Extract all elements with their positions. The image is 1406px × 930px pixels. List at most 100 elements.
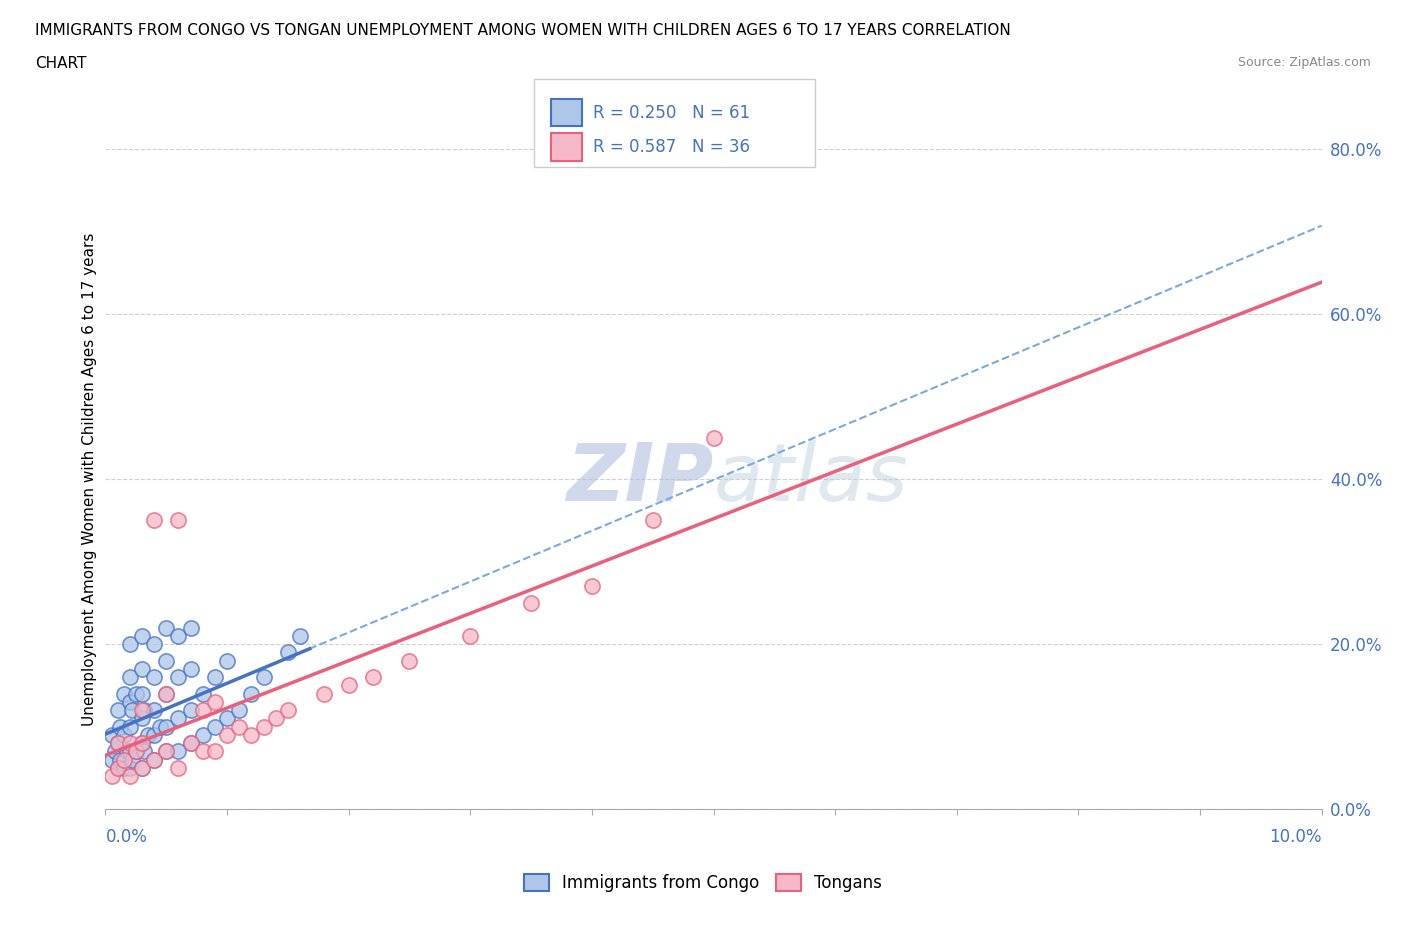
Point — [167, 512, 190, 527]
Point — [581, 578, 603, 593]
Point — [112, 752, 135, 767]
Point — [125, 744, 148, 759]
Point — [131, 711, 153, 725]
Point — [143, 512, 166, 527]
Point — [155, 620, 177, 635]
Point — [180, 736, 202, 751]
Point — [155, 719, 177, 734]
Point — [228, 703, 250, 718]
Point — [100, 752, 122, 767]
Point — [264, 711, 287, 725]
Text: 10.0%: 10.0% — [1270, 828, 1322, 845]
Point — [134, 744, 156, 759]
Point — [131, 703, 153, 718]
Point — [204, 695, 226, 710]
Point — [252, 670, 274, 684]
Point — [118, 768, 141, 783]
Point — [104, 744, 127, 759]
Point — [520, 595, 543, 610]
Point — [107, 736, 129, 751]
Point — [337, 678, 360, 693]
Legend: Immigrants from Congo, Tongans: Immigrants from Congo, Tongans — [517, 867, 889, 898]
Point — [228, 719, 250, 734]
Point — [118, 744, 141, 759]
Point — [240, 686, 263, 701]
Text: atlas: atlas — [713, 440, 908, 518]
Point — [191, 703, 214, 718]
Point — [143, 703, 166, 718]
Point — [155, 653, 177, 668]
Point — [252, 719, 274, 734]
Point — [204, 744, 226, 759]
Point — [143, 752, 166, 767]
Point — [240, 727, 263, 742]
Point — [167, 711, 190, 725]
Point — [204, 719, 226, 734]
Point — [180, 736, 202, 751]
Point — [108, 752, 131, 767]
Point — [155, 686, 177, 701]
Text: IMMIGRANTS FROM CONGO VS TONGAN UNEMPLOYMENT AMONG WOMEN WITH CHILDREN AGES 6 TO: IMMIGRANTS FROM CONGO VS TONGAN UNEMPLOY… — [35, 23, 1011, 38]
Point — [118, 736, 141, 751]
Point — [155, 686, 177, 701]
Point — [117, 744, 139, 759]
Point — [121, 703, 143, 718]
Point — [112, 686, 135, 701]
Point — [191, 686, 214, 701]
Point — [118, 636, 141, 651]
Point — [155, 744, 177, 759]
Text: Source: ZipAtlas.com: Source: ZipAtlas.com — [1237, 56, 1371, 69]
Point — [143, 636, 166, 651]
Point — [217, 711, 239, 725]
Point — [641, 512, 664, 527]
Point — [112, 727, 135, 742]
Point — [204, 670, 226, 684]
Point — [143, 670, 166, 684]
Point — [107, 736, 129, 751]
Point — [118, 670, 141, 684]
Point — [143, 727, 166, 742]
Point — [118, 761, 141, 776]
Point — [149, 719, 172, 734]
Point — [107, 761, 129, 776]
Point — [108, 719, 131, 734]
Point — [107, 703, 129, 718]
Point — [131, 761, 153, 776]
Point — [167, 744, 190, 759]
Text: 0.0%: 0.0% — [105, 828, 148, 845]
Text: R = 0.587   N = 36: R = 0.587 N = 36 — [593, 138, 751, 156]
Point — [167, 670, 190, 684]
Point — [167, 761, 190, 776]
Point — [398, 653, 420, 668]
Text: R = 0.250   N = 61: R = 0.250 N = 61 — [593, 103, 751, 122]
Point — [125, 744, 148, 759]
Point — [131, 736, 153, 751]
Point — [702, 431, 725, 445]
Point — [217, 653, 239, 668]
Point — [288, 629, 311, 644]
Point — [131, 661, 153, 676]
Point — [136, 727, 159, 742]
Point — [180, 620, 202, 635]
Point — [125, 686, 148, 701]
Point — [107, 761, 129, 776]
Point — [180, 661, 202, 676]
Point — [458, 629, 481, 644]
Point — [121, 752, 143, 767]
Point — [118, 695, 141, 710]
Point — [131, 686, 153, 701]
Point — [191, 727, 214, 742]
Y-axis label: Unemployment Among Women with Children Ages 6 to 17 years: Unemployment Among Women with Children A… — [82, 232, 97, 725]
Point — [118, 719, 141, 734]
Point — [277, 644, 299, 659]
Point — [191, 744, 214, 759]
Point — [112, 761, 135, 776]
Point — [131, 736, 153, 751]
Point — [131, 629, 153, 644]
Point — [134, 703, 156, 718]
Point — [217, 727, 239, 742]
Text: ZIP: ZIP — [567, 440, 713, 518]
Point — [167, 629, 190, 644]
Point — [100, 768, 122, 783]
Point — [143, 752, 166, 767]
